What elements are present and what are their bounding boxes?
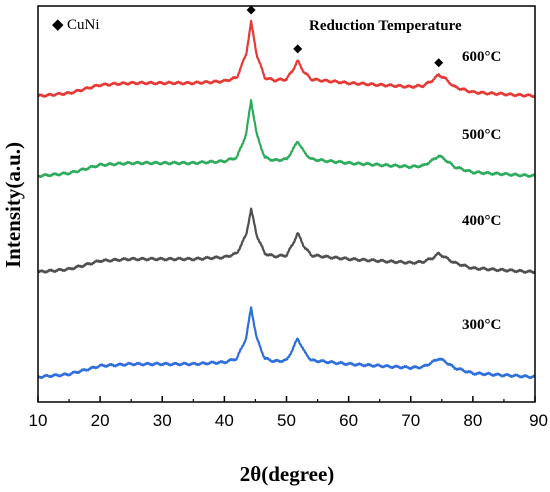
x-tick-label-70: 70 xyxy=(401,411,420,430)
peak-marker-1 xyxy=(246,5,256,15)
x-tick-label-30: 30 xyxy=(153,411,172,430)
x-tick-label-20: 20 xyxy=(91,411,110,430)
legend-title: Reduction Temperature xyxy=(309,18,462,34)
series-line-600 xyxy=(37,19,536,99)
series-line-500 xyxy=(37,99,536,179)
series-line-300 xyxy=(37,306,536,380)
peak-marker-2 xyxy=(293,44,303,54)
series-line-400 xyxy=(37,207,536,275)
legend-marker: ◆ xyxy=(52,17,64,33)
peak-markers xyxy=(246,5,444,68)
legend: ◆ CuNi xyxy=(52,17,100,33)
series-label-400: 400°C xyxy=(462,213,501,229)
x-tick-label-60: 60 xyxy=(339,411,358,430)
x-tick-label-10: 10 xyxy=(29,411,48,430)
series-label-300: 300°C xyxy=(462,317,501,333)
x-axis: 10 20 30 40 50 60 70 80 90 xyxy=(29,396,548,430)
legend-entry: CuNi xyxy=(67,17,100,33)
series-label-500: 500°C xyxy=(462,127,501,143)
peak-marker-3 xyxy=(434,58,444,68)
series-layer xyxy=(37,19,536,380)
x-tick-label-50: 50 xyxy=(277,411,296,430)
series-label-600: 600°C xyxy=(462,49,501,65)
x-tick-label-40: 40 xyxy=(215,411,234,430)
x-tick-label-90: 90 xyxy=(529,411,548,430)
y-axis-title: Intensity(a.u.) xyxy=(1,142,25,268)
x-axis-title: 2θ(degree) xyxy=(240,462,335,486)
x-tick-label-80: 80 xyxy=(463,411,482,430)
plot-frame xyxy=(37,5,536,403)
